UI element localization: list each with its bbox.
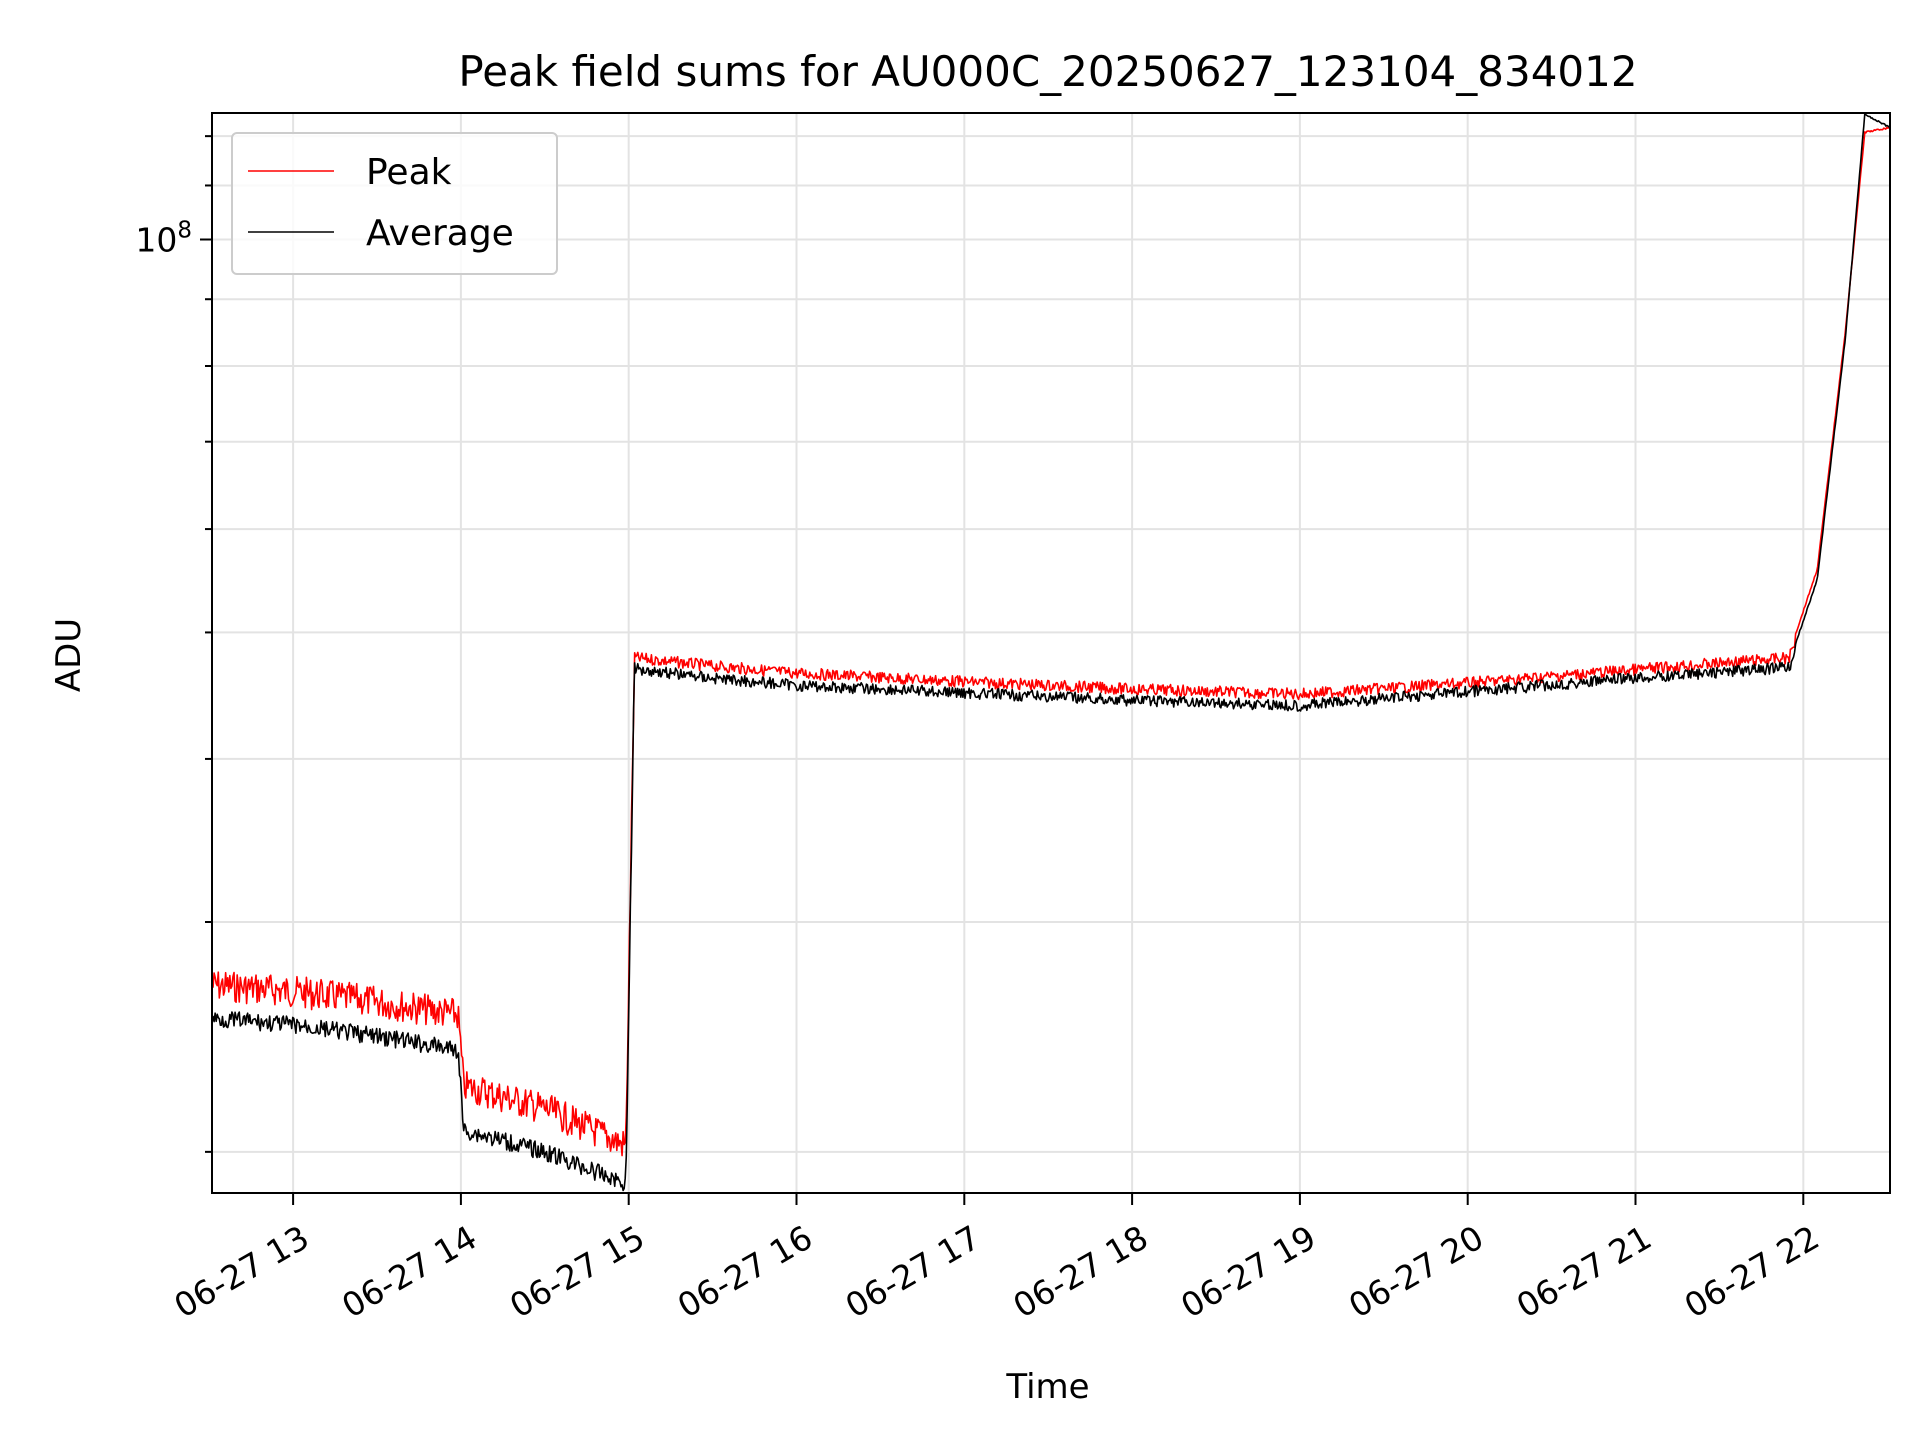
axes [211, 112, 1891, 1194]
x-axis-label: Time [1005, 1367, 1089, 1407]
grid [212, 113, 1890, 1193]
series-line-average [211, 112, 1891, 1192]
y-axis: 108 [135, 135, 212, 1153]
series-line-peak [211, 126, 1891, 1157]
y-axis-label: ADU [49, 618, 89, 692]
y-tick-label: 108 [135, 217, 192, 259]
legend: Peak Average [231, 132, 558, 275]
axes-frame [211, 112, 1891, 1194]
plot-area [211, 112, 1891, 1192]
legend-box [231, 132, 558, 275]
legend-label-average: Average [366, 213, 514, 254]
legend-label-peak: Peak [366, 152, 452, 193]
chart-title: Peak field sums for AU000C_20250627_1231… [458, 47, 1637, 96]
